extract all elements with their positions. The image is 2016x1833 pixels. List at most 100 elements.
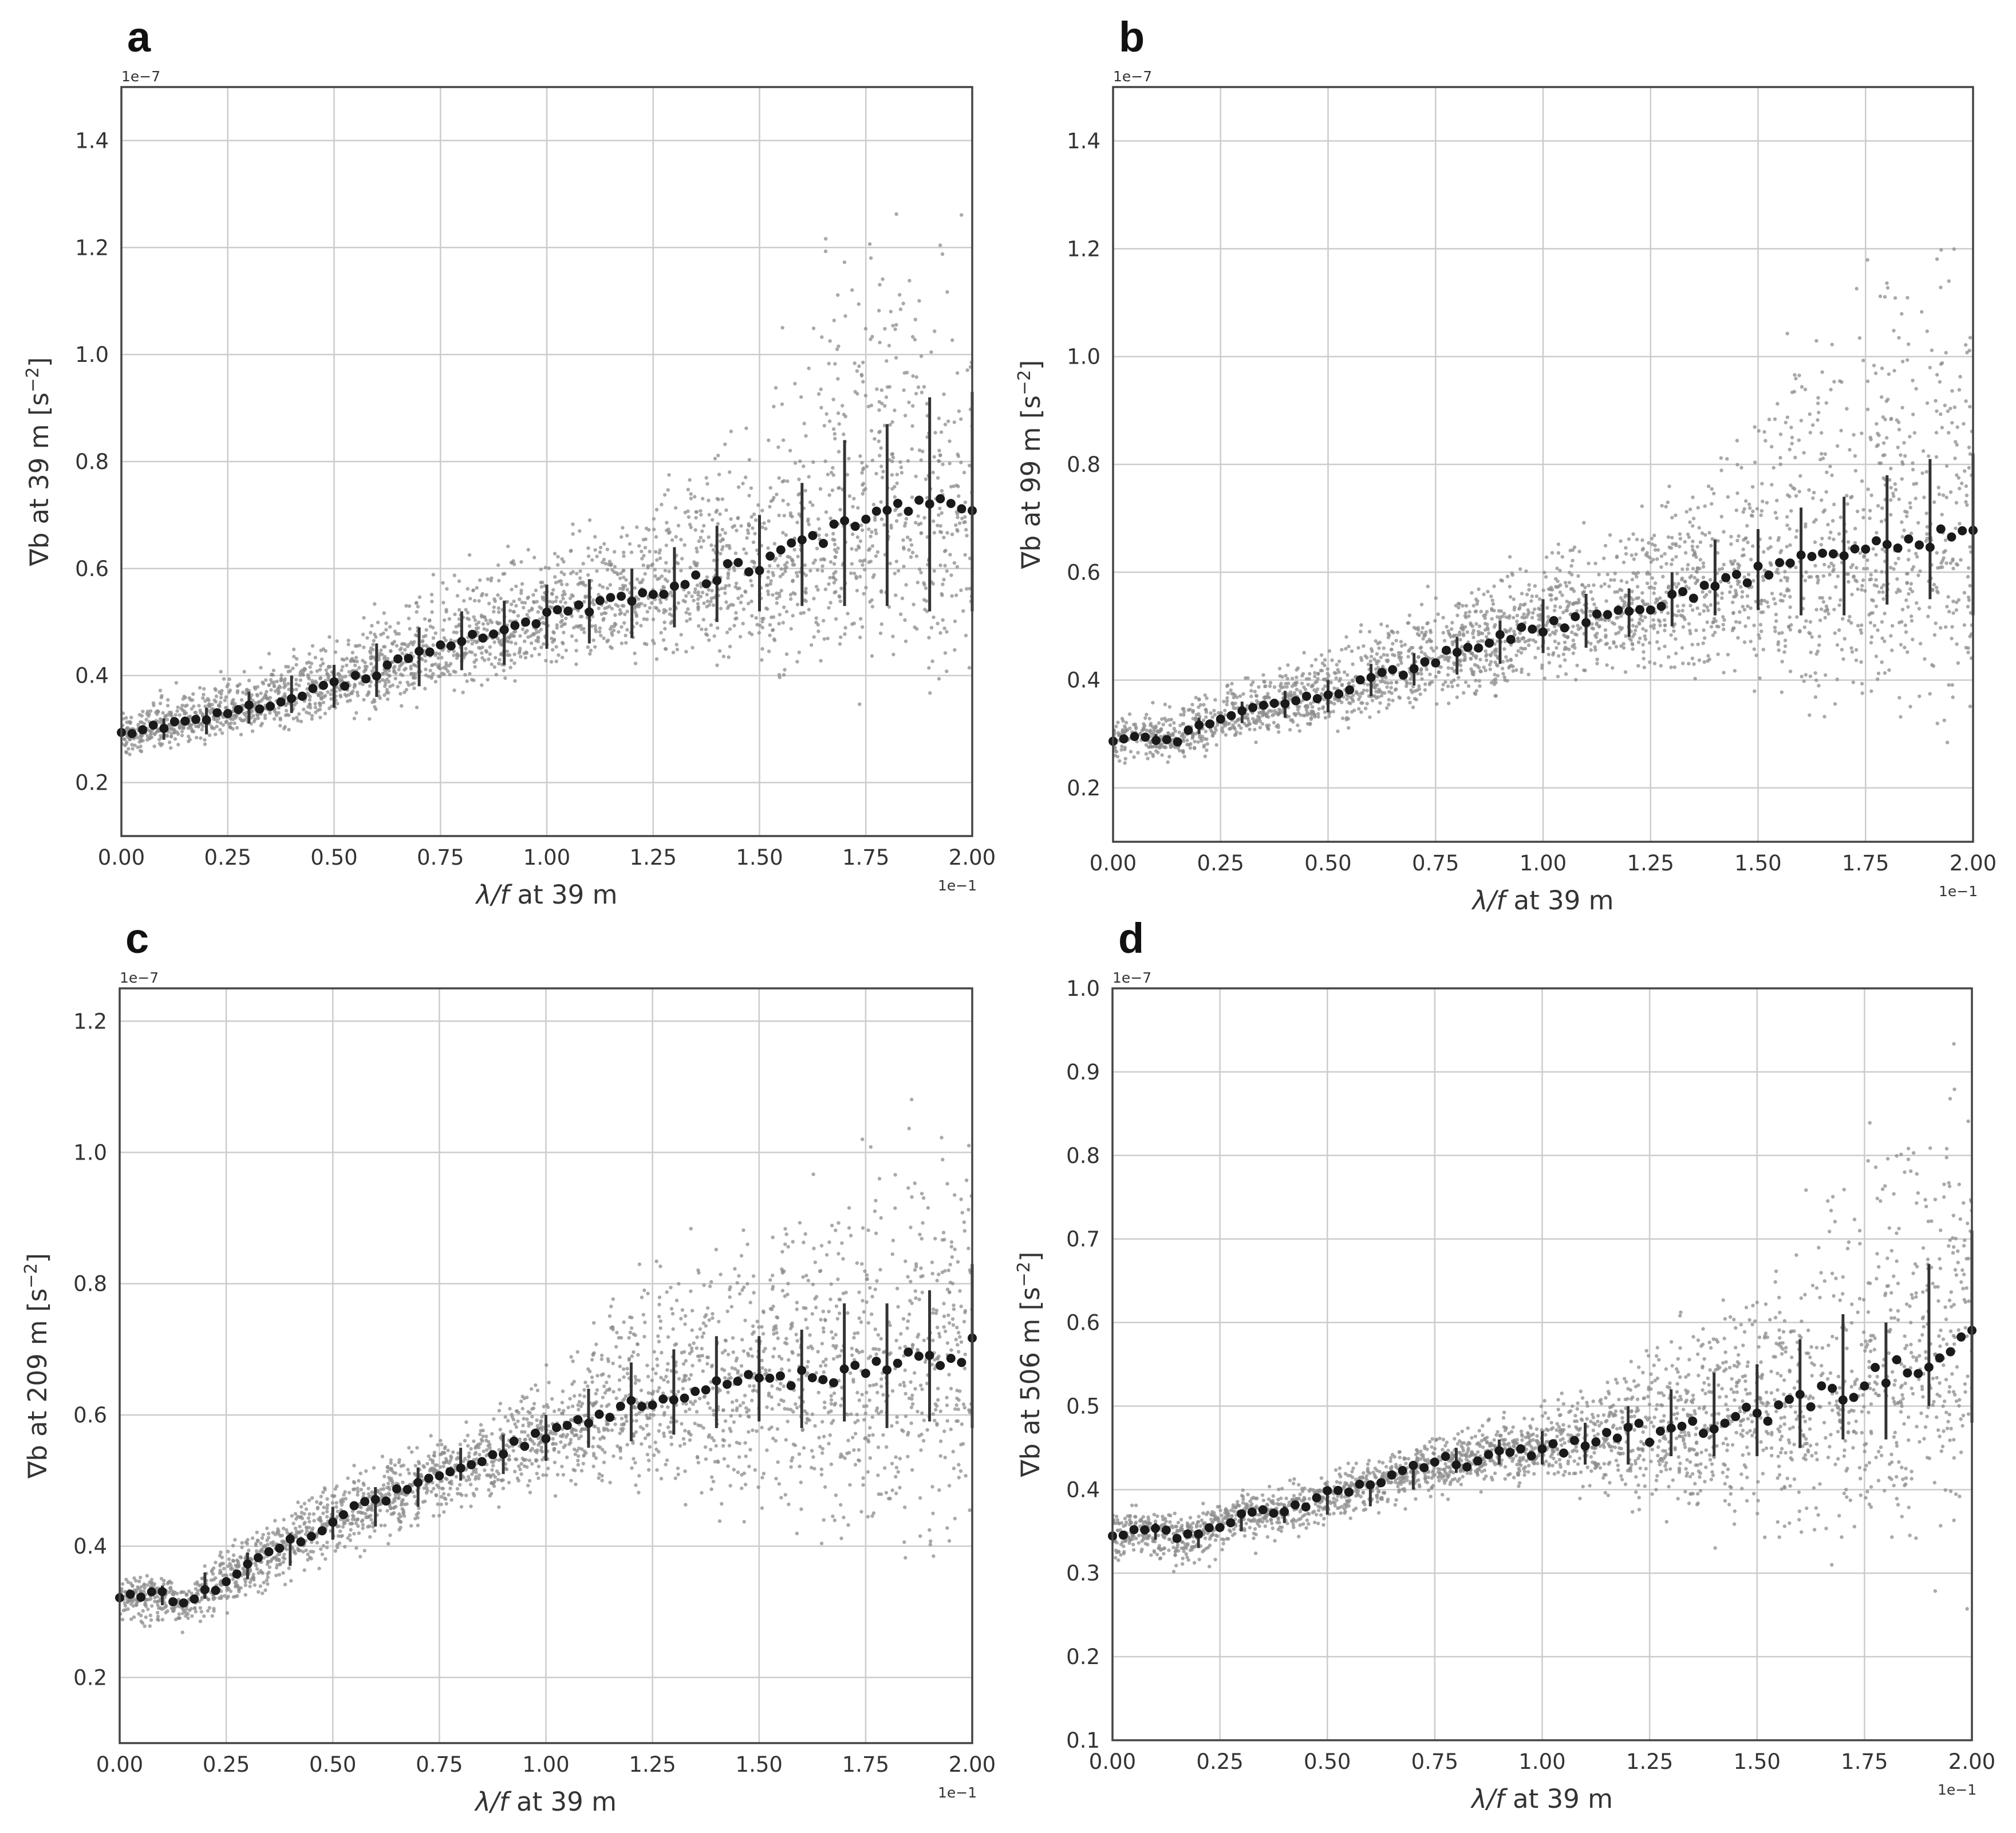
scatter-point bbox=[1682, 604, 1686, 608]
scatter-point bbox=[124, 750, 128, 754]
scatter-point bbox=[755, 548, 759, 553]
scatter-point bbox=[1320, 661, 1325, 665]
scatter-point bbox=[782, 514, 786, 518]
scatter-point bbox=[1642, 650, 1646, 654]
scatter-point bbox=[1892, 369, 1896, 373]
scatter-point bbox=[1478, 669, 1482, 673]
scatter-point bbox=[1722, 618, 1726, 622]
scatter-point bbox=[919, 354, 924, 358]
scatter-point bbox=[1545, 606, 1549, 610]
scatter-point bbox=[403, 690, 407, 695]
scatter-point bbox=[784, 652, 789, 656]
scatter-point bbox=[937, 416, 941, 420]
scatter-point bbox=[716, 454, 720, 458]
scatter-point bbox=[1591, 597, 1595, 601]
scatter-point bbox=[1749, 514, 1754, 518]
scatter-point bbox=[781, 498, 785, 503]
scatter-point bbox=[777, 476, 781, 480]
scatter-point bbox=[682, 543, 687, 547]
scatter-point bbox=[693, 528, 697, 532]
scatter-point bbox=[563, 592, 567, 596]
scatter-point bbox=[955, 527, 959, 532]
scatter-point bbox=[622, 550, 626, 554]
scatter-point bbox=[1476, 640, 1480, 644]
scatter-point bbox=[771, 593, 775, 597]
mean-point bbox=[372, 671, 381, 681]
scatter-point bbox=[608, 583, 613, 587]
scatter-point bbox=[676, 601, 681, 605]
scatter-point bbox=[793, 461, 798, 465]
scatter-point bbox=[1570, 630, 1574, 634]
scatter-point bbox=[1909, 531, 1914, 535]
scatter-point bbox=[1880, 395, 1884, 399]
scatter-point bbox=[895, 472, 899, 476]
scatter-point bbox=[829, 560, 833, 564]
scatter-point bbox=[1857, 336, 1862, 340]
scatter-point bbox=[291, 667, 295, 671]
scatter-point bbox=[938, 454, 942, 458]
scatter-point bbox=[372, 638, 376, 643]
scatter-point bbox=[511, 559, 515, 563]
scatter-point bbox=[409, 651, 413, 656]
scatter-point bbox=[613, 613, 617, 617]
scatter-point bbox=[484, 593, 488, 597]
scatter-point bbox=[1214, 743, 1218, 747]
scatter-point bbox=[1676, 609, 1681, 613]
scatter-point bbox=[1166, 760, 1170, 764]
scatter-point bbox=[778, 675, 782, 680]
scatter-point bbox=[1346, 673, 1350, 677]
scatter-point bbox=[864, 585, 868, 590]
scatter-point bbox=[496, 636, 500, 641]
scatter-point bbox=[1189, 742, 1193, 746]
scatter-point bbox=[1946, 595, 1950, 599]
mean-point bbox=[659, 589, 669, 599]
scatter-point bbox=[945, 531, 949, 535]
scatter-point bbox=[823, 249, 828, 253]
scatter-point bbox=[869, 256, 873, 260]
scatter-point bbox=[1635, 585, 1640, 589]
scatter-point bbox=[1587, 561, 1591, 566]
scatter-point bbox=[437, 663, 441, 667]
scatter-point bbox=[598, 626, 602, 630]
scatter-point bbox=[1830, 519, 1835, 523]
scatter-point bbox=[411, 676, 416, 680]
scatter-point bbox=[956, 484, 960, 488]
scatter-point bbox=[1891, 491, 1895, 495]
scatter-point bbox=[1607, 618, 1611, 622]
scatter-point bbox=[762, 521, 766, 525]
scatter-point bbox=[455, 630, 459, 634]
scatter-point bbox=[278, 685, 282, 689]
scatter-point bbox=[747, 458, 752, 462]
scatter-point bbox=[1823, 673, 1828, 677]
scatter-point bbox=[386, 635, 390, 640]
mean-point bbox=[691, 570, 701, 580]
scatter-point bbox=[816, 622, 820, 627]
scatter-point bbox=[239, 719, 244, 723]
scatter-point bbox=[155, 712, 159, 716]
scatter-point bbox=[207, 733, 212, 738]
scatter-point bbox=[1394, 680, 1398, 684]
scatter-point bbox=[1736, 582, 1740, 586]
scatter-point bbox=[1496, 673, 1500, 678]
scatter-point bbox=[724, 600, 728, 604]
scatter-point bbox=[1636, 664, 1640, 668]
scatter-point bbox=[519, 655, 523, 659]
scatter-point bbox=[1832, 380, 1836, 384]
scatter-point bbox=[141, 709, 145, 714]
scatter-point bbox=[807, 475, 811, 479]
scatter-point bbox=[815, 546, 819, 551]
scatter-point bbox=[1680, 609, 1684, 613]
scatter-point bbox=[1589, 641, 1593, 646]
scatter-point bbox=[1669, 633, 1673, 637]
scatter-point bbox=[169, 735, 173, 739]
scatter-point bbox=[632, 606, 637, 611]
scatter-point bbox=[1793, 455, 1797, 460]
scatter-point bbox=[919, 531, 924, 535]
scatter-point bbox=[1967, 595, 1971, 600]
scatter-point bbox=[1350, 649, 1354, 653]
scatter-point bbox=[1263, 680, 1267, 684]
scatter-point bbox=[605, 547, 610, 551]
scatter-point bbox=[474, 626, 479, 630]
scatter-point bbox=[400, 704, 404, 708]
scatter-point bbox=[1246, 676, 1250, 680]
